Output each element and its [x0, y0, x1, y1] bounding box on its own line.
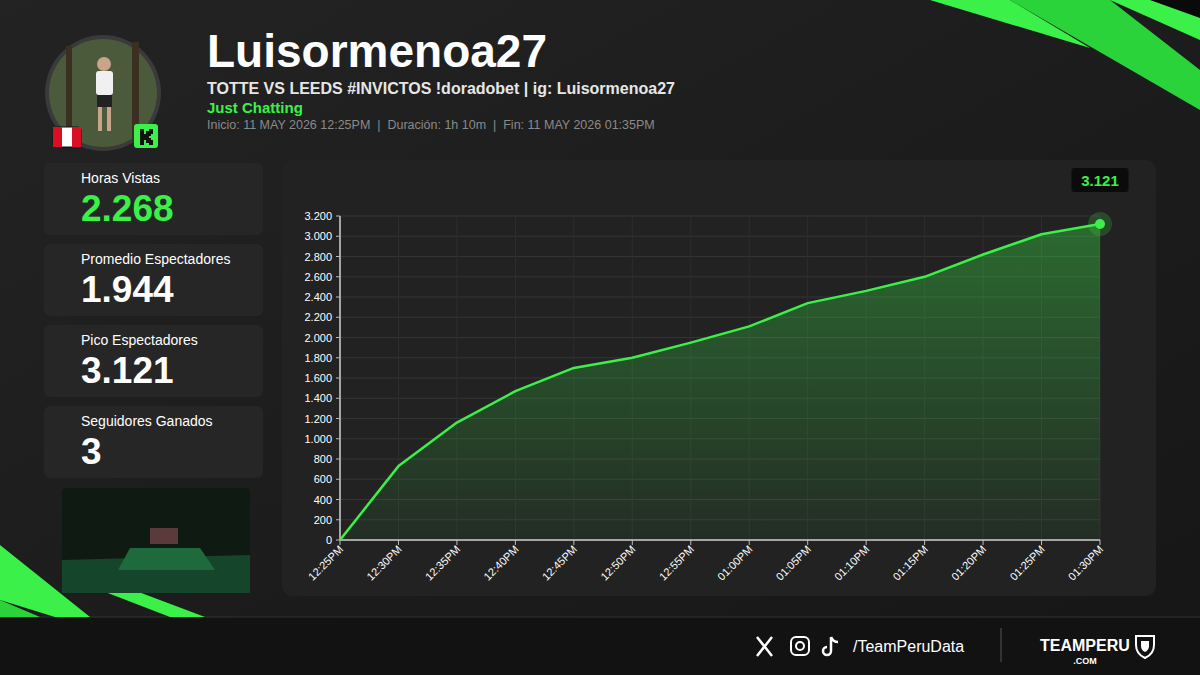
x-tick-label: 12:35PM — [423, 543, 463, 583]
canvas: Luisormenoa27 TOTTE VS LEEDS #INVICTOS !d… — [0, 0, 1200, 675]
brand: TEAMPERU — [1040, 637, 1130, 654]
avatar-person — [107, 107, 111, 131]
x-tick-label: 01:20PM — [949, 543, 989, 583]
y-tick-label: 1.200 — [304, 413, 332, 425]
thumbnail — [150, 528, 178, 544]
icon-tiktok — [823, 637, 838, 655]
icon-x — [757, 637, 772, 656]
y-tick-label: 400 — [314, 494, 332, 506]
brand-shield — [1141, 641, 1149, 652]
stat-card — [44, 406, 263, 478]
y-tick-label: 600 — [314, 473, 332, 485]
x-tick-label: 01:00PM — [715, 543, 755, 583]
y-tick-label: 200 — [314, 514, 332, 526]
stat-card — [44, 325, 263, 397]
avatar-person — [97, 57, 111, 71]
x-tick-label: 01:15PM — [890, 543, 930, 583]
y-tick-label: 2.400 — [304, 291, 332, 303]
x-tick-label: 12:55PM — [657, 543, 697, 583]
brand-shield — [1136, 636, 1154, 658]
stat-value: 2.268 — [81, 188, 174, 229]
y-tick-label: 800 — [314, 453, 332, 465]
stream-info: Inicio: 11 MAY 2026 12:25PM | Duración: … — [207, 118, 655, 132]
grid-line — [340, 216, 341, 540]
x-tick-label: 01:10PM — [832, 543, 872, 583]
brand-suffix: .COM — [1073, 656, 1097, 666]
y-tick-label: 2.200 — [304, 311, 332, 323]
decor — [1010, 0, 1200, 110]
footer-separator — [1001, 628, 1002, 662]
area — [340, 224, 1100, 540]
platform-icon — [134, 124, 158, 148]
y-tick-label: 0 — [326, 534, 332, 546]
stat-label: Promedio Espectadores — [81, 251, 230, 267]
x-tick-label: 12:25PM — [306, 543, 346, 583]
x-tick-label: 01:05PM — [773, 543, 813, 583]
platform-icon — [140, 129, 153, 145]
annotation: 3.121 — [1081, 172, 1119, 189]
x-tick-label: 01:30PM — [1066, 543, 1106, 583]
footer-band — [0, 617, 1200, 675]
annotation-box — [1072, 168, 1129, 192]
y-tick-label: 1.800 — [304, 352, 332, 364]
line — [340, 224, 1100, 540]
footer-handle: /TeamPeruData — [853, 638, 964, 655]
y-tick-label: 1.000 — [304, 433, 332, 445]
decor — [1110, 0, 1200, 40]
stat-label: Seguidores Ganados — [81, 413, 213, 429]
x-tick-label: 01:25PM — [1007, 543, 1047, 583]
flag — [72, 127, 81, 147]
x-tick-label: 12:30PM — [364, 543, 404, 583]
stat-value: 3 — [81, 431, 102, 472]
category: Just Chatting — [207, 99, 303, 116]
grid-line — [340, 216, 1100, 217]
y-tick-label: 1.600 — [304, 372, 332, 384]
background — [0, 0, 1200, 675]
thumbnail — [118, 548, 215, 570]
y-tick-label: 3.200 — [304, 210, 332, 222]
avatar-person — [96, 71, 113, 95]
stat-value: 1.944 — [81, 269, 174, 310]
y-tick-label: 2.600 — [304, 271, 332, 283]
grid-line — [340, 236, 1100, 237]
plot-area — [340, 224, 1100, 540]
flag — [53, 127, 81, 147]
grid — [336, 216, 1100, 545]
decor — [1150, 0, 1200, 18]
stat-label: Horas Vistas — [81, 170, 160, 186]
flag — [53, 127, 62, 147]
avatar-person — [97, 95, 112, 107]
icon-instagram — [796, 642, 804, 650]
thumbnail — [62, 488, 250, 593]
stat-label: Pico Espectadores — [81, 332, 198, 348]
stat-value: 3.121 — [81, 350, 174, 391]
x-tick-label: 12:40PM — [481, 543, 521, 583]
stat-card — [44, 244, 263, 316]
y-tick-label: 1.400 — [304, 392, 332, 404]
stream-title: TOTTE VS LEEDS #INVICTOS !doradobet | ig… — [207, 80, 675, 97]
decor — [0, 600, 40, 617]
y-tick-label: 2.800 — [304, 251, 332, 263]
chart-panel — [282, 160, 1156, 596]
peak-halo — [1088, 212, 1112, 236]
stat-card — [44, 163, 263, 235]
social-icons — [757, 637, 838, 656]
y-axis — [339, 216, 341, 540]
icon-instagram — [791, 637, 809, 655]
x-tick-label: 12:50PM — [598, 543, 638, 583]
username: Luisormenoa27 — [207, 25, 547, 77]
avatar — [49, 39, 157, 147]
y-tick-label: 2.000 — [304, 332, 332, 344]
avatar-person — [98, 107, 102, 131]
y-tick-label: 3.000 — [304, 230, 332, 242]
avatar-ring — [45, 35, 161, 151]
x-tick-label: 12:45PM — [540, 543, 580, 583]
peak-dot — [1095, 219, 1105, 229]
